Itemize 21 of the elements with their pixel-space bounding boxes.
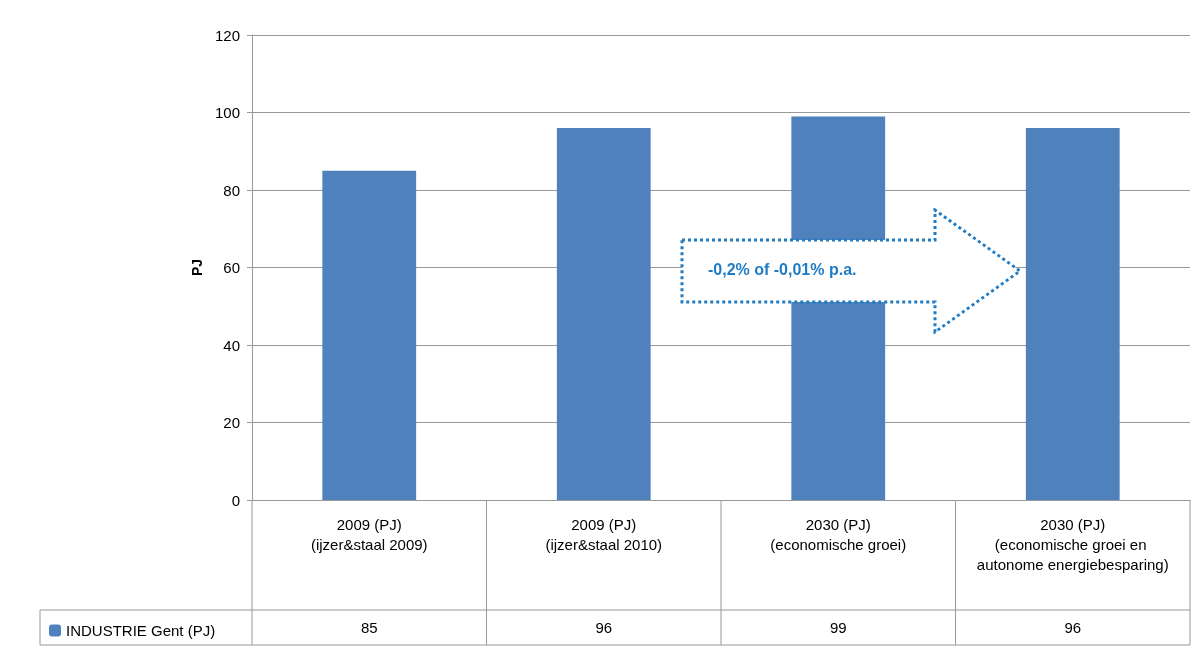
data-label: 99 bbox=[829, 619, 847, 636]
y-tick-label: 80 bbox=[223, 181, 240, 199]
y-tick-label: 100 bbox=[214, 104, 240, 121]
y-axis-title: PJ bbox=[189, 258, 206, 277]
bar bbox=[322, 170, 417, 500]
y-tick-label: 60 bbox=[223, 259, 240, 276]
x-tick-label: 2009 (PJ) (ijzer&staal 2009) bbox=[310, 515, 428, 553]
bar bbox=[1025, 128, 1120, 500]
y-tick-label: 120 bbox=[214, 26, 240, 44]
x-tick-label: 2030 (PJ) (economische groei en autonome energiebesparing) bbox=[976, 515, 1169, 573]
data-label: 96 bbox=[1064, 619, 1082, 636]
y-tick-label: 20 bbox=[223, 414, 240, 431]
data-label: 85 bbox=[360, 619, 378, 636]
x-tick-label: 2030 (PJ) (economische groei) bbox=[770, 515, 907, 553]
legend-label: INDUSTRIE Gent (PJ) bbox=[66, 622, 216, 639]
bar bbox=[556, 128, 651, 500]
annotation: -0,2% of -0,01% p.a. bbox=[708, 261, 857, 279]
data-label: 96 bbox=[595, 619, 613, 636]
x-tick-label: 2009 (PJ) (ijzer&staal 2010) bbox=[545, 515, 663, 553]
y-tick-label: 40 bbox=[223, 336, 240, 354]
y-tick-label: 0 bbox=[231, 491, 240, 509]
